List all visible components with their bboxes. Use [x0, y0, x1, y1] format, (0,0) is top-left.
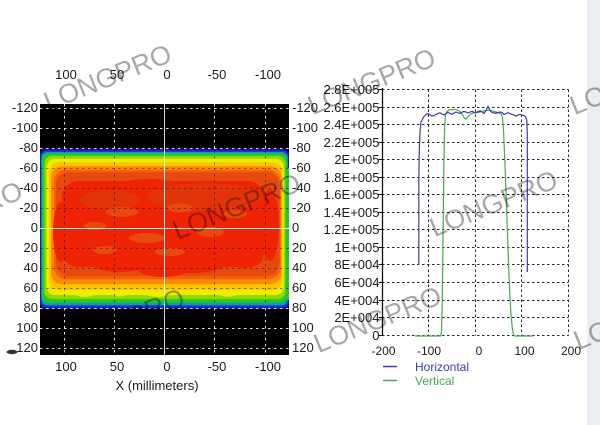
svg-text:40: 40 [292, 260, 306, 275]
svg-text:2.8E+005: 2.8E+005 [323, 82, 379, 97]
svg-text:-100: -100 [417, 344, 441, 358]
svg-text:4E+004: 4E+004 [334, 293, 379, 308]
svg-text:8E+004: 8E+004 [334, 257, 379, 272]
svg-text:0: 0 [31, 220, 38, 235]
svg-text:-120: -120 [292, 100, 318, 115]
svg-text:-40: -40 [19, 180, 38, 195]
svg-text:-60: -60 [292, 160, 311, 175]
svg-text:60: 60 [24, 280, 38, 295]
svg-text:60: 60 [292, 280, 306, 295]
svg-text:0: 0 [292, 220, 299, 235]
svg-text:1E+005: 1E+005 [334, 240, 379, 255]
svg-text:1.4E+005: 1.4E+005 [323, 205, 379, 220]
svg-text:80: 80 [292, 300, 306, 315]
svg-text:-20: -20 [292, 200, 311, 215]
svg-text:-100: -100 [255, 67, 281, 82]
svg-text:-200: -200 [371, 344, 395, 358]
svg-text:-100: -100 [255, 359, 281, 374]
svg-text:0: 0 [163, 67, 170, 82]
svg-text:100: 100 [292, 320, 314, 335]
svg-text:-80: -80 [292, 140, 311, 155]
svg-text:-50: -50 [208, 359, 227, 374]
svg-text:2.2E+005: 2.2E+005 [323, 135, 379, 150]
svg-text:0: 0 [476, 344, 483, 358]
svg-text:Vertical: Vertical [415, 374, 454, 388]
svg-text:X (millimeters): X (millimeters) [115, 378, 198, 393]
svg-text:100: 100 [16, 320, 38, 335]
svg-text:-40: -40 [292, 180, 311, 195]
svg-text:-50: -50 [208, 67, 227, 82]
svg-text:-120: -120 [12, 100, 38, 115]
svg-text:200: 200 [561, 344, 581, 358]
svg-text:-100: -100 [12, 120, 38, 135]
svg-text:6E+004: 6E+004 [334, 275, 379, 290]
svg-text:100: 100 [514, 344, 534, 358]
svg-text:100: 100 [55, 67, 77, 82]
svg-text:50: 50 [110, 67, 124, 82]
svg-text:120: 120 [16, 340, 38, 355]
svg-text:120: 120 [292, 340, 314, 355]
svg-text:1.8E+005: 1.8E+005 [323, 170, 379, 185]
svg-text:-60: -60 [19, 160, 38, 175]
svg-text:2E+005: 2E+005 [334, 152, 379, 167]
svg-text:100: 100 [55, 359, 77, 374]
svg-text:80: 80 [24, 300, 38, 315]
svg-text:1.6E+005: 1.6E+005 [323, 187, 379, 202]
svg-text:2.4E+005: 2.4E+005 [323, 117, 379, 132]
svg-text:2.6E+005: 2.6E+005 [323, 100, 379, 115]
svg-text:1.2E+005: 1.2E+005 [323, 222, 379, 237]
svg-text:2E+004: 2E+004 [334, 310, 379, 325]
svg-text:0: 0 [372, 328, 379, 343]
svg-text:-100: -100 [292, 120, 318, 135]
svg-text:40: 40 [24, 260, 38, 275]
svg-text:-80: -80 [19, 140, 38, 155]
svg-text:20: 20 [24, 240, 38, 255]
svg-text:Horizontal: Horizontal [415, 360, 469, 374]
svg-text:-20: -20 [19, 200, 38, 215]
svg-text:50: 50 [110, 359, 124, 374]
svg-text:20: 20 [292, 240, 306, 255]
svg-text:0: 0 [163, 359, 170, 374]
